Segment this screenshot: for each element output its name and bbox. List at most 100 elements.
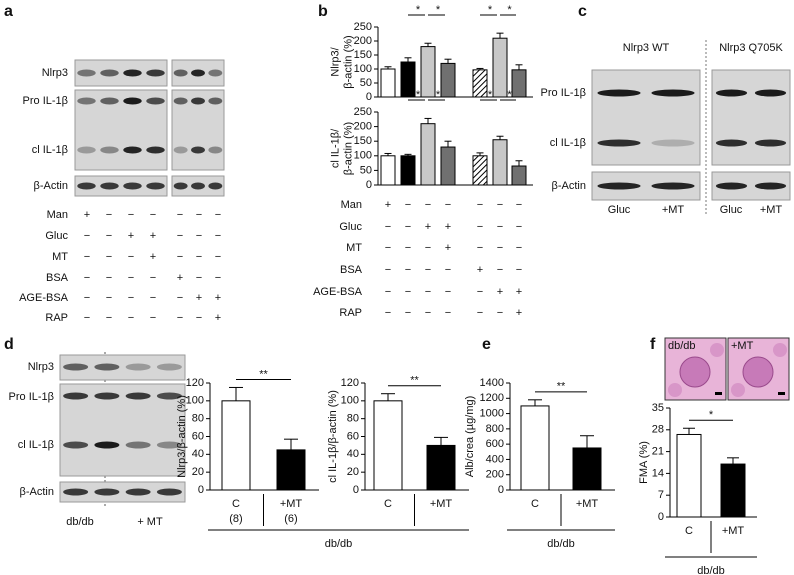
glomerulus [679,356,711,388]
condition-sign: − [150,292,156,304]
condition-sign: − [84,230,90,242]
condition-sign: − [84,272,90,284]
band [125,363,151,371]
bar [472,155,488,186]
lane-label: +MT [760,204,783,216]
condition-sign: − [516,199,522,211]
y-tick-label: 40 [192,448,204,460]
panel-letter: b [318,3,328,20]
band [123,182,142,190]
band [123,97,142,105]
condition-sign: − [106,251,112,263]
condition-label: Gluc [45,230,68,242]
band [651,139,695,147]
y-tick-label: 20 [192,466,204,478]
band [100,146,119,154]
image-label: +MT [731,340,754,352]
y-axis-label: cl IL-1β/β-actin (%) [327,390,339,483]
condition-sign: + [177,272,183,284]
condition-sign: − [128,209,134,221]
condition-sign: − [425,307,431,319]
y-tick-label: 80 [192,413,204,425]
band [754,182,787,190]
bar [492,139,508,186]
blot-label: cl IL-1β [32,144,68,156]
blot [711,69,791,166]
condition-label: MT [346,242,362,254]
condition-sign: − [215,272,221,284]
lane-label: + MT [137,516,163,528]
band [715,89,748,97]
condition-sign: + [516,307,522,319]
bar [420,123,436,186]
band [94,441,120,449]
condition-sign: + [150,251,156,263]
band [651,89,695,97]
band [208,69,223,77]
band [208,97,223,105]
y-tick-label: 0 [353,484,359,496]
tubule [731,383,745,397]
band [77,69,96,77]
band [94,488,120,496]
condition-sign: − [150,312,156,324]
significance-label: * [436,4,441,16]
y-axis-label: β-actin (%) [342,35,354,88]
y-tick-label: 100 [354,150,372,162]
y-axis-label: FMA (%) [638,441,650,484]
y-tick-label: 120 [341,377,359,389]
band [63,488,89,496]
condition-sign: − [177,251,183,263]
band [123,69,142,77]
band [651,182,695,190]
bar [520,405,550,491]
tubule [773,343,787,357]
band [597,182,641,190]
y-tick-label: 0 [198,484,204,496]
band [191,182,205,190]
band [100,69,119,77]
group-label: db/db [325,538,353,550]
y-tick-label: 50 [360,164,372,176]
y-tick-label: 120 [186,377,204,389]
y-tick-label: 0 [658,511,664,523]
panel-letter: c [578,3,587,20]
condition-sign: − [196,312,202,324]
scale-bar [715,392,722,395]
group-label: db/db [697,565,725,575]
condition-sign: − [177,209,183,221]
condition-sign: − [497,307,503,319]
y-tick-label: 250 [354,106,372,118]
band [94,363,120,371]
condition-sign: − [84,312,90,324]
condition-sign: − [405,242,411,254]
blot [59,481,186,503]
condition-sign: − [128,312,134,324]
band [146,146,165,154]
condition-sign: − [405,221,411,233]
band [156,441,182,449]
bar [276,449,306,491]
y-tick-label: 20 [347,466,359,478]
condition-sign: − [445,199,451,211]
group-label: Nlrp3 Q705K [719,42,783,54]
condition-sign: − [477,307,483,319]
bar [426,444,456,491]
tubule [668,383,682,397]
band [173,146,188,154]
condition-sign: − [215,230,221,242]
y-tick-label: 0 [498,484,504,496]
significance-label: ** [259,368,268,380]
condition-sign: − [84,292,90,304]
bar [373,400,403,491]
condition-sign: − [106,272,112,284]
condition-sign: + [497,286,503,298]
condition-sign: − [128,292,134,304]
significance-label: * [488,89,493,101]
panel-letter: f [650,336,656,353]
band [597,89,641,97]
y-tick-label: 1000 [480,407,504,419]
blot-label: Nlrp3 [42,67,68,79]
bar [676,433,702,518]
condition-sign: + [215,292,221,304]
